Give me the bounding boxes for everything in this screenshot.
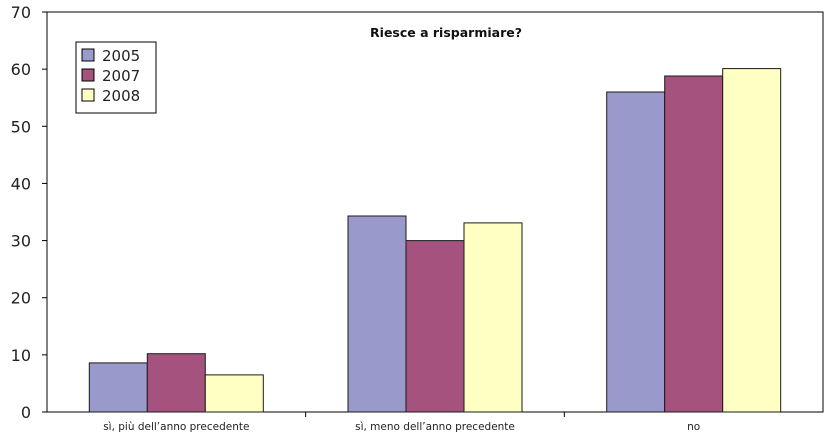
- legend-swatch-2005: [81, 48, 95, 62]
- category-label: sì, più dell’anno precedente: [103, 421, 249, 433]
- y-tick-label: 30: [11, 232, 31, 251]
- bar-2008: [463, 222, 523, 413]
- y-tick-label: 40: [11, 174, 31, 193]
- x-axis: sì, più dell’anno precedente sì, meno del…: [103, 412, 700, 433]
- y-tick-label: 10: [11, 346, 31, 365]
- legend-swatch-2008: [81, 88, 95, 102]
- legend-label: 2008: [102, 87, 140, 105]
- legend-label: 2005: [102, 47, 140, 65]
- y-tick-label: 70: [11, 3, 31, 22]
- bar-2007: [146, 353, 206, 413]
- category-label: sì, meno dell’anno precedente: [355, 421, 515, 433]
- y-tick-label: 50: [11, 117, 31, 136]
- y-axis: 0 10 20 30 40 50 60 70: [11, 3, 47, 422]
- bar-2007: [405, 240, 465, 413]
- bar-2008: [722, 68, 782, 413]
- legend: 2005 2007 2008: [75, 41, 157, 114]
- bars-group: [88, 68, 782, 413]
- bar-2007: [664, 75, 724, 413]
- bar-2008: [204, 374, 264, 413]
- y-tick-label: 0: [21, 403, 31, 422]
- bar-2005: [347, 215, 407, 413]
- category-label: no: [687, 421, 700, 433]
- bar-2005: [606, 91, 666, 413]
- y-tick-label: 20: [11, 289, 31, 308]
- bar-2005: [88, 362, 148, 413]
- legend-label: 2007: [102, 67, 140, 85]
- legend-swatch-2007: [81, 68, 95, 82]
- chart-title: Riesce a risparmiare?: [370, 25, 522, 40]
- y-tick-label: 60: [11, 60, 31, 79]
